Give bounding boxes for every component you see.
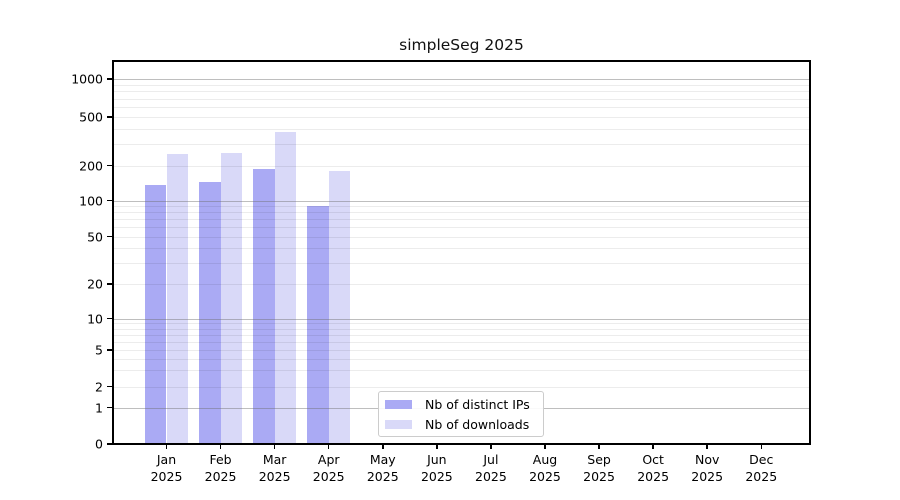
x-tick-mark-jun [436,444,438,449]
y-tick-mark [107,443,112,445]
y-tick-mark [107,116,112,118]
gridline-minor-50 [113,236,810,238]
bar-jan-series1 [144,184,167,444]
x-tick-label-feb: Feb 2025 [204,452,237,484]
x-tick-mark-jan [165,444,168,449]
y-tick-mark [107,317,112,320]
gridline-minor-800 [113,91,810,93]
x-tick-mark-may [382,444,384,449]
gridline-major-100 [113,200,810,202]
y-tick-label-500: 500 [79,109,103,125]
gridline-minor-600 [113,107,810,108]
legend-swatch-icon [385,419,412,429]
gridline-minor-80 [113,212,810,214]
x-tick-mark-nov [706,444,708,449]
x-tick-label-aug: Aug 2025 [529,452,561,484]
legend-swatch-icon [385,399,412,409]
gridline-minor-7 [113,334,810,336]
bar-jan-series2 [166,154,189,444]
y-tick-label-20: 20 [87,276,103,292]
x-tick-mark-apr [327,444,330,449]
y-tick-label-10: 10 [87,311,103,326]
gridline-minor-200 [113,165,810,167]
legend-row-1: Nb of distinct IPs [385,397,537,412]
top-spine [113,60,810,62]
x-tick-label-jul: Jul 2025 [475,452,507,484]
x-tick-label-apr: Apr 2025 [312,452,345,484]
gridline-minor-400 [113,128,810,130]
gridline-minor-40 [113,248,810,250]
gridline-minor-30 [113,262,810,264]
y-tick-label-200: 200 [79,158,103,173]
x-tick-mark-feb [219,444,222,449]
x-tick-label-nov: Nov 2025 [691,452,724,484]
left-spine [112,60,114,445]
gridline-minor-70 [113,219,810,221]
bar-apr-series2 [328,171,351,444]
gridline-minor-5 [113,350,810,351]
x-tick-mark-jul [490,444,492,449]
gridline-minor-300 [113,144,810,146]
y-tick-mark [107,164,112,167]
x-tick-label-dec: Dec 2025 [745,452,778,484]
gridline-minor-2 [113,386,810,388]
y-tick-mark [107,406,112,409]
legend-label: Nb of downloads [425,416,530,432]
x-tick-mark-dec [760,444,763,449]
gridline-minor-60 [113,227,810,229]
legend-label: Nb of distinct IPs [425,396,530,412]
plot-area [112,60,811,445]
y-tick-mark [107,283,112,285]
x-tick-mark-sep [598,444,600,449]
bar-feb-series2 [220,153,243,444]
y-tick-label-50: 50 [87,229,103,244]
chart-title: simpleSeg 2025 [399,36,524,54]
bar-apr-series1 [307,205,329,444]
y-tick-label-1: 1 [95,400,103,415]
bars-layer [113,61,810,444]
legend-row-2: Nb of downloads [385,417,537,432]
x-tick-label-jun: Jun 2025 [420,452,453,484]
gridline-minor-700 [113,98,810,100]
bar-feb-series1 [198,181,221,444]
y-tick-mark [107,199,112,202]
legend: Nb of distinct IPs Nb of downloads [378,391,544,437]
gridline-minor-90 [113,205,810,207]
gridline-minor-9 [113,323,810,325]
gridline-major-10 [113,318,810,320]
gridline-minor-900 [113,84,810,86]
x-tick-label-sep: Sep 2025 [583,452,615,484]
y-tick-mark [107,385,112,388]
gridline-minor-3 [113,370,810,372]
y-tick-label-5: 5 [95,342,103,358]
x-tick-mark-mar [273,444,276,449]
y-tick-label-100: 100 [79,193,103,208]
x-tick-label-mar: Mar 2025 [258,452,291,484]
y-tick-mark [107,235,112,238]
bottom-spine [113,443,810,445]
gridline-minor-500 [113,117,810,118]
gridline-minor-6 [113,341,810,343]
x-tick-mark-oct [652,444,654,449]
bar-mar-series1 [253,169,275,444]
gridline-minor-8 [113,328,810,330]
bar-mar-series2 [274,131,297,444]
y-tick-mark [107,78,112,80]
spine-layer [112,60,811,445]
y-tick-label-0: 0 [95,436,103,452]
x-tick-label-may: May 2025 [366,452,399,484]
y-tick-label-1000: 1000 [71,71,103,87]
x-tick-label-jan: Jan 2025 [150,452,183,484]
y-tick-mark [107,349,112,351]
y-tick-label-2: 2 [95,379,103,394]
x-tick-label-oct: Oct 2025 [637,452,670,484]
right-spine [809,60,811,445]
gridline-major-1000 [113,79,810,80]
gridline-minor-20 [113,284,810,285]
gridline-minor-4 [113,358,810,360]
x-tick-mark-aug [544,444,546,449]
